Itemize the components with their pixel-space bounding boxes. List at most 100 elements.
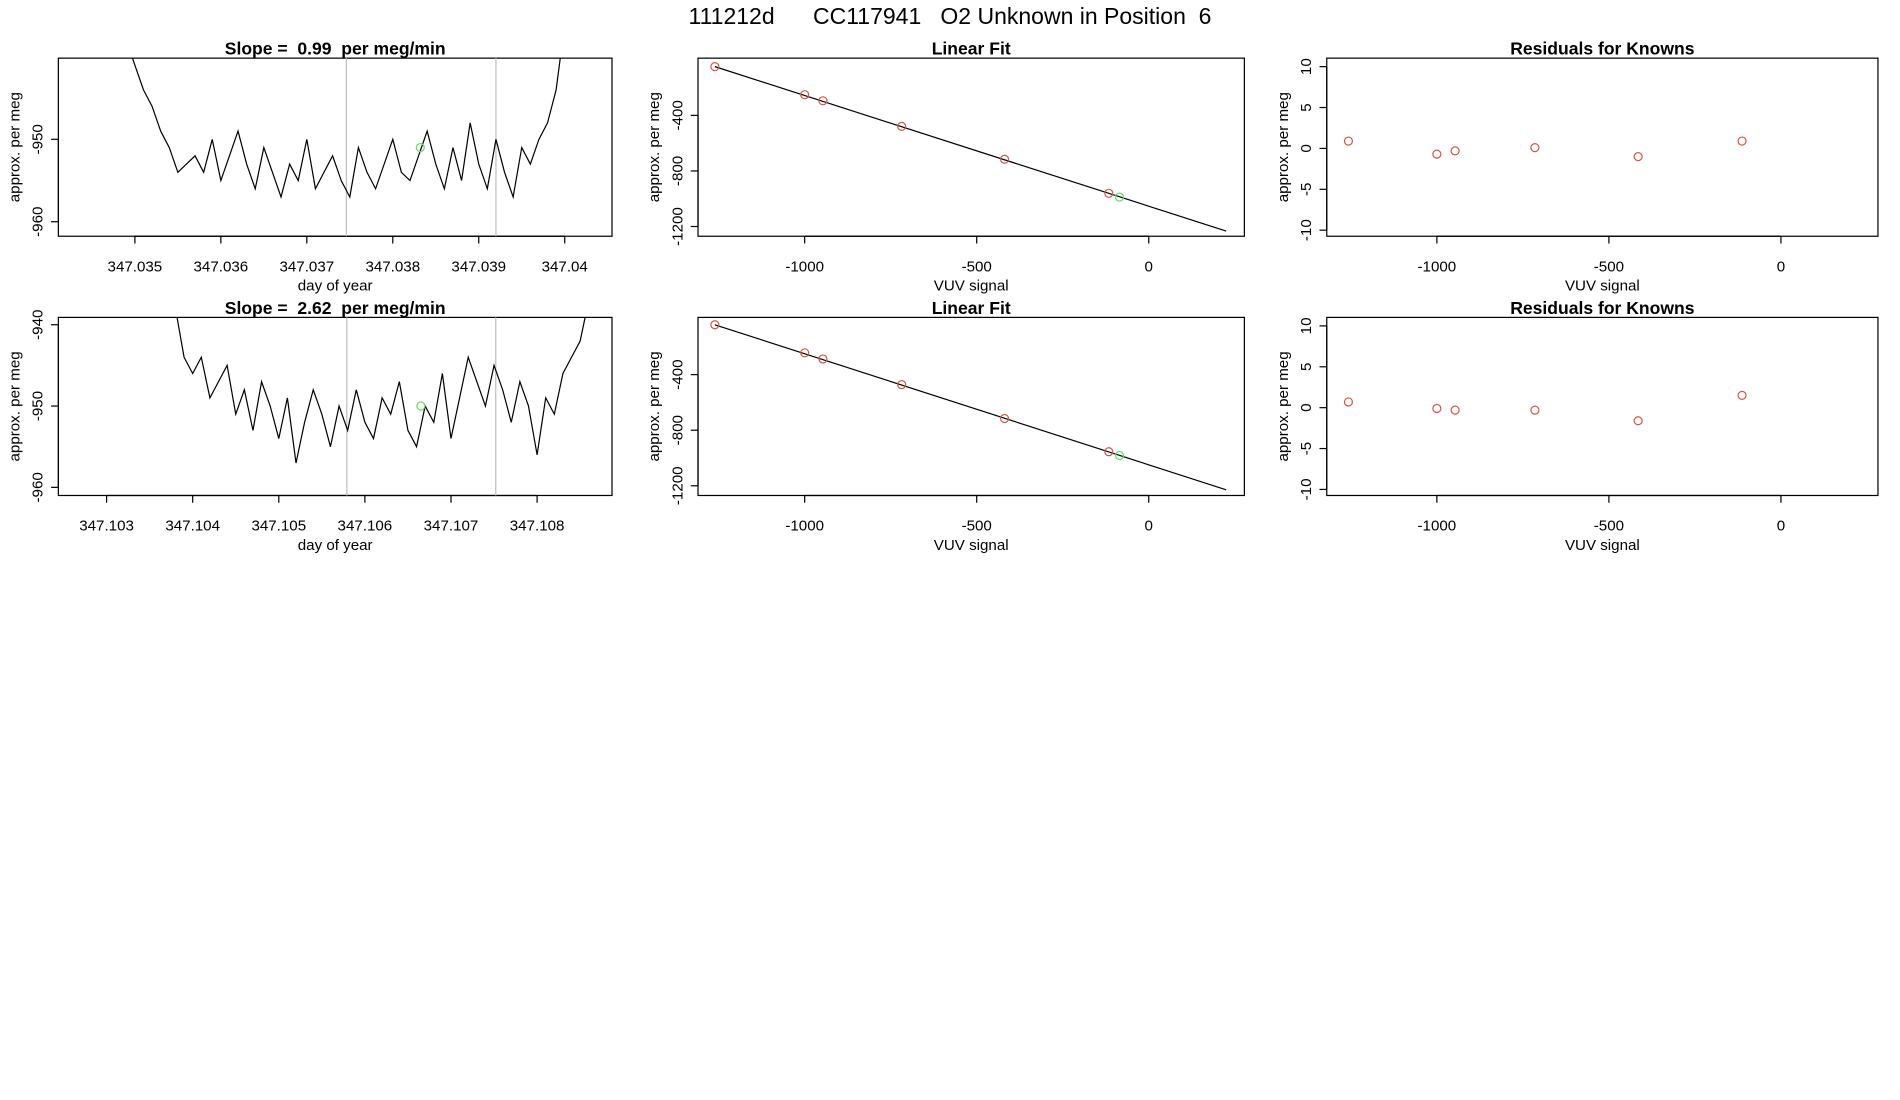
data-point bbox=[818, 96, 828, 106]
x-tick-label: -1000 bbox=[1418, 518, 1457, 535]
unknown-point bbox=[416, 401, 426, 411]
x-tick-label: 347.039 bbox=[451, 258, 506, 275]
x-tick-label: -1000 bbox=[1418, 258, 1457, 275]
y-tick-label: -940 bbox=[30, 310, 47, 340]
y-tick-label: 10 bbox=[1298, 317, 1315, 334]
panel-title: Residuals for Knowns bbox=[1510, 298, 1695, 318]
panel: Slope = 0.99 per meg/min 347.035 347.036 34… bbox=[7, 39, 613, 295]
y-tick-label: -400 bbox=[669, 359, 686, 389]
panel-title: Slope = 2.62 per meg/min bbox=[225, 298, 446, 318]
data-point bbox=[897, 121, 907, 131]
x-tick-label: 0 bbox=[1145, 258, 1153, 275]
y-tick-label: 0 bbox=[1298, 403, 1315, 411]
panel-title: Residuals for Knowns bbox=[1510, 39, 1695, 59]
y-tick-label: -800 bbox=[669, 415, 686, 445]
x-axis-label: day of year bbox=[298, 278, 373, 295]
data-point bbox=[897, 380, 907, 390]
y-axis-label: approx. per meg bbox=[1275, 92, 1292, 202]
data-point bbox=[1104, 447, 1114, 457]
panel: Slope = 2.62 per meg/min 347.103 347.104 34… bbox=[7, 298, 613, 554]
x-tick-label: -500 bbox=[1594, 518, 1624, 535]
x-tick-label: 347.106 bbox=[338, 518, 393, 535]
y-tick-label: 10 bbox=[1298, 58, 1315, 75]
y-tick-label: -960 bbox=[30, 472, 47, 502]
y-tick-label: -10 bbox=[1298, 219, 1315, 241]
data-point bbox=[1343, 136, 1354, 146]
y-tick-label: -950 bbox=[30, 124, 47, 154]
x-tick-label: 347.036 bbox=[194, 258, 249, 275]
y-tick-label: -800 bbox=[669, 156, 686, 186]
unknown-point bbox=[1114, 450, 1125, 461]
data-point bbox=[1104, 188, 1114, 198]
x-tick-label: 347.107 bbox=[424, 518, 479, 535]
y-tick-label: -1200 bbox=[669, 207, 686, 246]
data-point bbox=[710, 320, 720, 330]
x-tick-label: 347.108 bbox=[510, 518, 565, 535]
data-line bbox=[131, 58, 561, 200]
y-axis-label: approx. per meg bbox=[646, 351, 663, 461]
y-axis-label: approx. per meg bbox=[7, 92, 24, 202]
data-line bbox=[176, 317, 586, 464]
x-tick-label: -500 bbox=[962, 518, 992, 535]
data-point bbox=[710, 62, 720, 72]
x-axis-label: day of year bbox=[298, 537, 373, 554]
data-point bbox=[800, 348, 810, 358]
y-tick-label: 0 bbox=[1298, 144, 1315, 152]
data-point bbox=[1450, 146, 1460, 156]
x-axis-label: VUV signal bbox=[1565, 278, 1640, 295]
panel: Linear Fit -1000 -500 0 VUV signal -400 -800 -1… bbox=[646, 39, 1245, 295]
x-tick-label: 0 bbox=[1777, 258, 1785, 275]
fit-line bbox=[714, 66, 1227, 232]
x-axis-label: VUV signal bbox=[934, 278, 1009, 295]
y-tick-label: -400 bbox=[669, 100, 686, 130]
unknown-point bbox=[1114, 192, 1125, 202]
x-tick-label: 347.04 bbox=[542, 258, 588, 275]
x-tick-label: 347.037 bbox=[279, 258, 334, 275]
data-point bbox=[1450, 405, 1460, 415]
unknown-point bbox=[415, 142, 425, 153]
data-point bbox=[1432, 149, 1442, 159]
data-point bbox=[1737, 390, 1747, 401]
y-tick-label: 5 bbox=[1298, 363, 1315, 371]
x-tick-label: 347.038 bbox=[365, 258, 420, 275]
y-tick-label: -10 bbox=[1298, 478, 1315, 500]
y-tick-label: 5 bbox=[1298, 103, 1315, 111]
x-tick-label: 347.103 bbox=[79, 518, 134, 535]
panel-title: Linear Fit bbox=[932, 298, 1011, 318]
x-tick-label: -500 bbox=[962, 258, 992, 275]
x-tick-label: -1000 bbox=[785, 518, 824, 535]
data-point bbox=[1737, 136, 1747, 146]
y-axis-label: approx. per meg bbox=[646, 92, 663, 202]
x-axis-label: VUV signal bbox=[1565, 537, 1640, 554]
y-tick-label: -5 bbox=[1298, 442, 1315, 455]
data-point bbox=[1530, 142, 1540, 153]
panel: Residuals for Knowns -1000 -500 0 VUV signal… bbox=[1275, 39, 1879, 295]
data-point bbox=[818, 354, 828, 364]
x-tick-label: 347.104 bbox=[165, 518, 220, 535]
y-axis-label: approx. per meg bbox=[7, 351, 24, 461]
y-tick-label: -960 bbox=[30, 207, 47, 237]
panel: Linear Fit -1000 -500 0 VUV signal -400 -800 -1… bbox=[646, 298, 1245, 554]
panel: Residuals for Knowns -1000 -500 0 VUV signal… bbox=[1275, 298, 1879, 554]
y-axis-label: approx. per meg bbox=[1275, 351, 1292, 461]
panel-title: Slope = 0.99 per meg/min bbox=[225, 39, 446, 59]
data-point bbox=[1530, 405, 1540, 415]
data-point bbox=[1343, 397, 1354, 407]
x-tick-label: -500 bbox=[1594, 258, 1624, 275]
x-tick-label: -1000 bbox=[785, 258, 824, 275]
x-tick-label: 0 bbox=[1777, 518, 1785, 535]
data-point bbox=[999, 413, 1010, 424]
y-tick-label: -5 bbox=[1298, 183, 1315, 196]
fit-line bbox=[714, 324, 1227, 491]
data-point bbox=[1633, 416, 1643, 426]
x-axis-label: VUV signal bbox=[934, 537, 1009, 554]
x-tick-label: 347.105 bbox=[251, 518, 306, 535]
data-point bbox=[1633, 151, 1643, 162]
page-title: 111212d CC117941 O2 Unknown in Position … bbox=[689, 3, 1212, 29]
data-point bbox=[800, 90, 810, 100]
data-point bbox=[1432, 403, 1442, 414]
x-tick-label: 0 bbox=[1145, 518, 1153, 535]
